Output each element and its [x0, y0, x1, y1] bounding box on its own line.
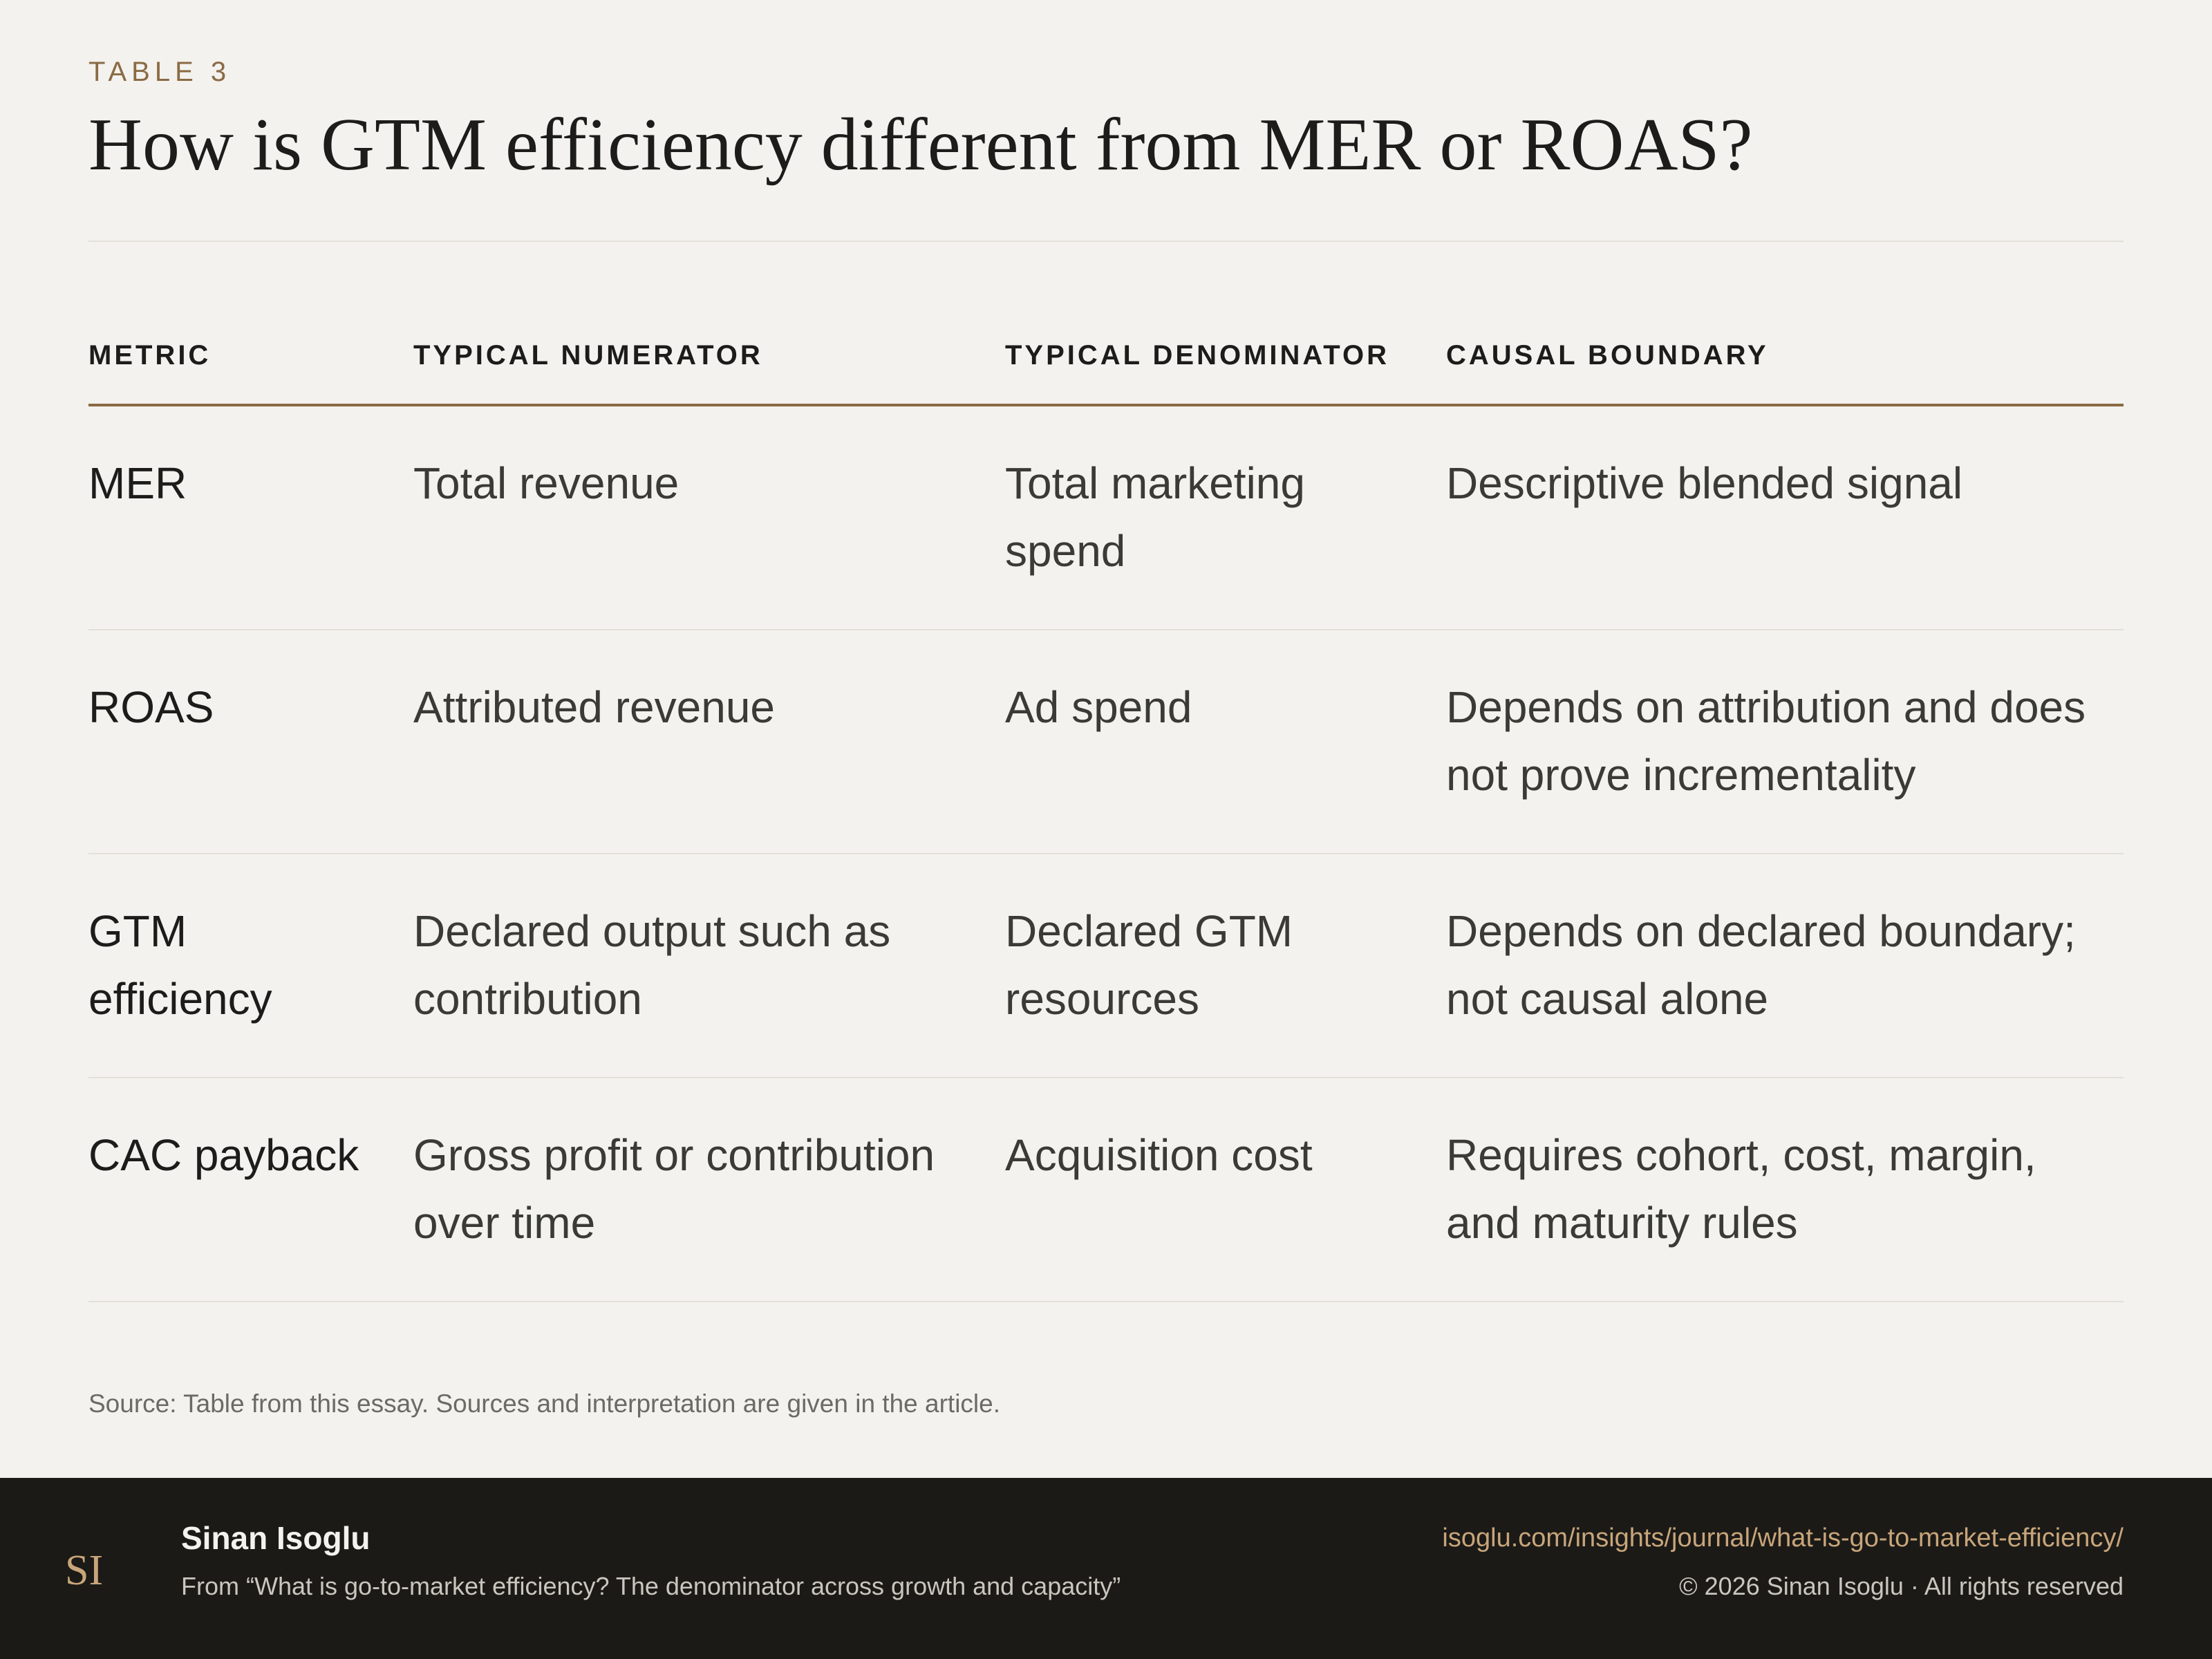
svg-text:SI: SI [65, 1547, 103, 1594]
numerator-cell: Total revenue [413, 458, 679, 508]
page: TABLE 3 How is GTM efficiency different … [88, 0, 2124, 1478]
numerator-cell: Declared output such as contribution [413, 906, 891, 1024]
denominator-cell: Acquisition cost [1005, 1130, 1313, 1180]
numerator-cell: Attributed revenue [413, 682, 775, 732]
numerator-cell: Gross profit or contribution over time [413, 1130, 935, 1248]
author-name: Sinan Isoglu [181, 1520, 371, 1556]
page-title: How is GTM efficiency different from MER… [88, 104, 1753, 186]
metric-cell: CAC payback [88, 1130, 359, 1180]
table-row: GTM efficiency Declared output such as c… [88, 854, 2124, 1078]
denominator-cell: Declared GTM resources [1005, 906, 1293, 1024]
table-row: ROAS Attributed revenue Ad spend Depends… [88, 630, 2124, 854]
column-header-causal-boundary: CAUSAL BOUNDARY [1446, 340, 1769, 371]
metric-cell: MER [88, 458, 187, 508]
copyright-notice: © 2026 Sinan Isoglu · All rights reserve… [1679, 1572, 2124, 1600]
title-divider [88, 241, 2124, 242]
column-header-numerator: TYPICAL NUMERATOR [413, 340, 763, 371]
denominator-cell: Ad spend [1005, 682, 1192, 732]
metric-cell: GTM efficiency [88, 906, 272, 1024]
table-row: MER Total revenue Total marketing spend … [88, 406, 2124, 630]
table-eyebrow: TABLE 3 [88, 57, 232, 87]
table-row: CAC payback Gross profit or contribution… [88, 1078, 2124, 1302]
causal-boundary-cell: Depends on declared boundary; not causal… [1446, 906, 2076, 1024]
column-header-denominator: TYPICAL DENOMINATOR [1005, 340, 1390, 371]
metric-cell: ROAS [88, 682, 214, 732]
footer: SI Sinan Isoglu From “What is go-to-mark… [0, 1478, 2212, 1659]
monogram-logo-icon: SI [65, 1547, 103, 1594]
causal-boundary-cell: Descriptive blended signal [1446, 458, 1963, 508]
article-link[interactable]: isoglu.com/insights/journal/what-is-go-t… [1442, 1524, 2124, 1553]
column-header-metric: METRIC [88, 340, 212, 371]
causal-boundary-cell: Depends on attribution and does not prov… [1446, 682, 2086, 800]
article-reference: From “What is go-to-market efficiency? T… [181, 1572, 1121, 1600]
table-header: METRIC TYPICAL NUMERATOR TYPICAL DENOMIN… [88, 325, 2124, 406]
causal-boundary-cell: Requires cohort, cost, margin, and matur… [1446, 1130, 2036, 1248]
denominator-cell: Total marketing spend [1005, 458, 1305, 576]
source-note: Source: Table from this essay. Sources a… [88, 1389, 1000, 1418]
comparison-table: METRIC TYPICAL NUMERATOR TYPICAL DENOMIN… [88, 325, 2124, 1302]
